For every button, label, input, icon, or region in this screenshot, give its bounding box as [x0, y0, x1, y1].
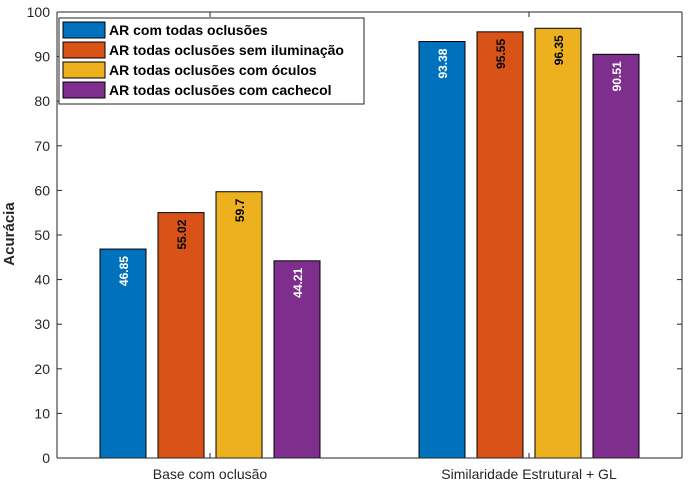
legend-label: AR todas oclusões sem iluminação: [109, 42, 344, 58]
y-tick-label: 50: [34, 227, 50, 243]
x-tick-label: Base com oclusão: [153, 466, 268, 482]
legend-label: AR todas oclusões com óculos: [109, 62, 317, 78]
y-tick-label: 100: [27, 4, 51, 20]
legend-label: AR todas oclusões com cachecol: [109, 82, 332, 98]
bar: [157, 212, 205, 459]
y-tick-label: 0: [42, 450, 50, 466]
bar: [592, 53, 640, 459]
legend-swatch: [62, 81, 106, 99]
legend-swatch: [62, 21, 106, 39]
y-tick-label: 30: [34, 316, 50, 332]
bar: [99, 248, 147, 459]
y-tick-label: 20: [34, 361, 50, 377]
y-axis-label: Acurácia: [1, 202, 18, 266]
legend-box: [58, 17, 365, 105]
data-label: 46.85: [117, 256, 131, 286]
data-label: 90.51: [610, 61, 624, 91]
bar: [418, 41, 466, 459]
data-label: 59.7: [233, 198, 247, 222]
bar: [215, 191, 263, 459]
data-label: 44.21: [291, 267, 305, 297]
legend-label: AR com todas oclusões: [109, 22, 268, 38]
y-tick-label: 80: [34, 93, 50, 109]
y-tick-label: 70: [34, 138, 50, 154]
legend: AR com todas oclusões AR todas oclusões s…: [58, 17, 365, 105]
data-label: 95.55: [494, 39, 508, 69]
x-tick-label: Similaridade Estrutural + GL: [441, 466, 617, 482]
bars-layer: [99, 27, 640, 459]
bar: [476, 31, 524, 459]
y-tick-label: 40: [34, 272, 50, 288]
data-label: 93.38: [436, 48, 450, 78]
y-tick-label: 10: [34, 405, 50, 421]
bar: [534, 27, 582, 459]
data-label: 96.35: [552, 35, 566, 65]
data-label: 55.02: [175, 219, 189, 249]
legend-swatch: [62, 41, 106, 59]
y-tick-label: 60: [34, 182, 50, 198]
bar: [273, 260, 321, 459]
data-labels-layer: 46.85 93.38 55.02 95.55 59.7 96.35 44.21 90.51: [117, 35, 624, 298]
axes-layer: 0 10 20 30 40 50 60 70 80 90 100 Base com oclusão Si…: [27, 4, 683, 482]
y-tick-label: 90: [34, 49, 50, 65]
legend-swatch: [62, 61, 106, 79]
